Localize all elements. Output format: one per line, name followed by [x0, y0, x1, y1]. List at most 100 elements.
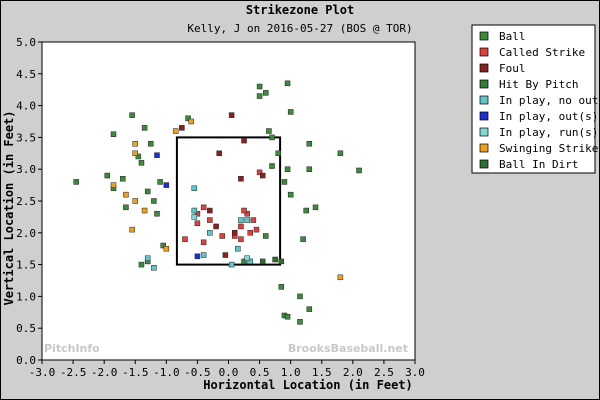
pitch-point-ball[interactable]: [138, 261, 145, 268]
pitch-point-in-play-no-out[interactable]: [238, 217, 244, 223]
pitch-point-swinging-strike[interactable]: [188, 118, 194, 125]
pitch-point-called-strike[interactable]: [200, 239, 207, 246]
pitch-point-ball[interactable]: [110, 131, 117, 137]
pitch-point-swinging-strike[interactable]: [123, 191, 129, 198]
pitch-point-called-strike[interactable]: [200, 204, 207, 211]
pitch-point-in-play-no-out[interactable]: [144, 255, 151, 261]
pitch-point-in-play-no-out[interactable]: [244, 217, 250, 223]
pitch-point-ball-in-dirt[interactable]: [278, 258, 285, 265]
pitch-point-ball[interactable]: [266, 128, 272, 134]
pitch-point-ball[interactable]: [144, 188, 151, 195]
pitch-point-in-play-out-s[interactable]: [154, 152, 160, 158]
pitch-point-called-strike[interactable]: [247, 230, 254, 236]
pitch-point-ball[interactable]: [160, 242, 166, 249]
pitch-point-ball[interactable]: [185, 115, 191, 122]
pitch-point-foul[interactable]: [179, 125, 185, 131]
pitch-point-ball[interactable]: [141, 125, 148, 131]
pitch-point-ball[interactable]: [135, 153, 142, 160]
pitch-point-ball[interactable]: [256, 83, 263, 90]
pitch-point-ball[interactable]: [154, 210, 160, 217]
pitch-point-ball[interactable]: [129, 112, 135, 118]
pitch-point-ball[interactable]: [281, 179, 288, 185]
pitch-point-called-strike[interactable]: [194, 210, 201, 217]
pitch-point-ball[interactable]: [241, 258, 247, 265]
pitch-point-called-strike[interactable]: [244, 210, 250, 217]
pitch-point-ball[interactable]: [138, 160, 145, 166]
pitch-point-swinging-strike[interactable]: [337, 274, 344, 281]
pitch-point-foul[interactable]: [231, 230, 238, 236]
pitch-point-swinging-strike[interactable]: [172, 128, 179, 134]
pitch-point-foul[interactable]: [222, 252, 229, 258]
pitch-point-ball-in-dirt[interactable]: [259, 258, 266, 265]
pitch-point-ball[interactable]: [287, 191, 294, 198]
pitch-point-swinging-strike[interactable]: [132, 150, 138, 157]
pitch-point-ball[interactable]: [306, 166, 313, 172]
pitch-point-ball[interactable]: [303, 207, 309, 214]
pitch-point-ball[interactable]: [284, 314, 291, 320]
pitch-point-ball[interactable]: [278, 284, 285, 290]
pitch-point-swinging-strike[interactable]: [129, 226, 135, 233]
pitch-point-called-strike[interactable]: [238, 236, 244, 242]
pitch-point-ball[interactable]: [120, 175, 126, 182]
pitch-point-called-strike[interactable]: [238, 223, 244, 230]
pitch-point-ball[interactable]: [157, 179, 163, 185]
pitch-point-ball[interactable]: [284, 80, 291, 87]
pitch-point-ball[interactable]: [148, 141, 154, 147]
pitch-point-in-play-no-out[interactable]: [247, 258, 254, 265]
pitch-point-ball[interactable]: [123, 204, 129, 211]
pitch-point-ball[interactable]: [275, 150, 281, 157]
pitch-point-called-strike[interactable]: [194, 220, 201, 227]
pitch-point-in-play-no-out[interactable]: [191, 185, 198, 192]
pitch-point-ball[interactable]: [104, 172, 111, 179]
pitch-point-in-play-no-out[interactable]: [235, 245, 241, 252]
pitch-point-ball-in-dirt[interactable]: [272, 256, 278, 263]
pitch-point-in-play-no-out[interactable]: [207, 230, 213, 236]
pitch-point-ball[interactable]: [73, 179, 79, 185]
pitch-point-called-strike[interactable]: [256, 169, 263, 176]
pitch-point-ball[interactable]: [356, 167, 362, 174]
pitch-point-ball[interactable]: [337, 150, 344, 157]
pitch-point-foul[interactable]: [228, 112, 235, 118]
pitch-point-in-play-no-out[interactable]: [228, 261, 235, 268]
pitch-point-ball[interactable]: [306, 306, 313, 312]
pitch-point-swinging-strike[interactable]: [132, 141, 138, 147]
pitch-point-ball[interactable]: [269, 134, 275, 141]
pitch-point-foul[interactable]: [207, 207, 213, 214]
pitch-point-ball[interactable]: [263, 233, 269, 239]
pitch-point-swinging-strike[interactable]: [163, 245, 170, 252]
pitch-point-ball[interactable]: [284, 166, 291, 172]
pitch-point-called-strike[interactable]: [182, 236, 188, 242]
pitch-point-foul[interactable]: [238, 175, 244, 182]
pitch-point-ball[interactable]: [263, 90, 269, 96]
pitch-point-in-play-no-out[interactable]: [151, 265, 157, 271]
pitch-point-swinging-strike[interactable]: [110, 182, 117, 188]
pitch-point-ball[interactable]: [256, 93, 263, 99]
pitch-point-called-strike[interactable]: [219, 233, 226, 239]
pitch-point-in-play-out-s[interactable]: [163, 182, 170, 188]
pitch-point-in-play-no-out[interactable]: [191, 207, 198, 214]
pitch-point-called-strike[interactable]: [253, 226, 260, 233]
pitch-point-ball[interactable]: [300, 236, 306, 242]
pitch-point-foul[interactable]: [241, 137, 247, 144]
pitch-point-foul[interactable]: [259, 172, 266, 179]
pitch-point-called-strike[interactable]: [207, 217, 213, 223]
pitch-point-in-play-run-s[interactable]: [191, 214, 198, 220]
pitch-point-ball[interactable]: [306, 141, 313, 147]
pitch-point-in-play-out-s[interactable]: [194, 253, 201, 260]
pitch-point-ball[interactable]: [151, 198, 157, 204]
pitch-point-in-play-run-s[interactable]: [244, 255, 250, 261]
pitch-point-ball[interactable]: [269, 163, 275, 169]
pitch-point-swinging-strike[interactable]: [132, 198, 138, 204]
y-tick-label: 4.5: [16, 68, 36, 81]
pitch-point-called-strike[interactable]: [250, 217, 257, 223]
pitch-point-ball[interactable]: [297, 293, 303, 300]
pitch-point-in-play-no-out[interactable]: [200, 252, 207, 258]
pitch-point-ball[interactable]: [297, 319, 303, 325]
pitch-point-called-strike[interactable]: [241, 207, 247, 214]
pitch-point-swinging-strike[interactable]: [141, 207, 148, 214]
pitch-point-ball[interactable]: [312, 204, 319, 211]
pitch-point-foul[interactable]: [213, 223, 219, 230]
legend-swatch-ball-in-dirt: [479, 159, 489, 169]
pitch-point-ball[interactable]: [287, 109, 294, 115]
pitch-point-foul[interactable]: [216, 150, 222, 157]
